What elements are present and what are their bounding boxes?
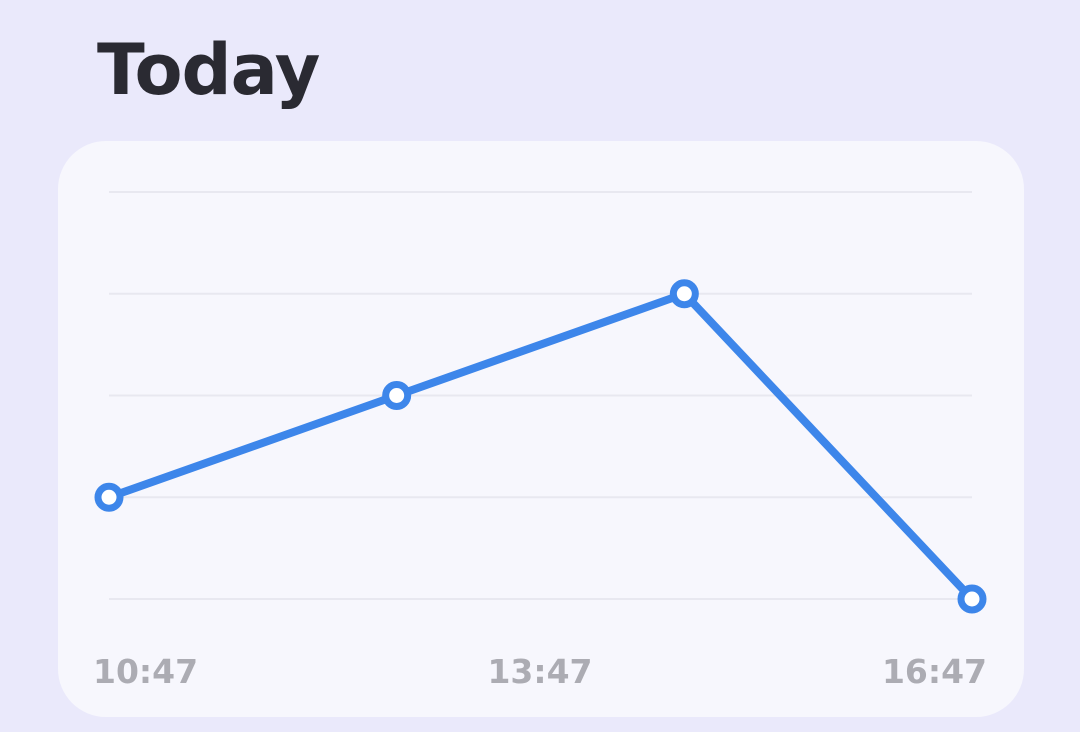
page-title: Today [97, 29, 320, 111]
x-tick-label: 10:47 [93, 652, 198, 691]
x-axis-tick-labels: 10:47 13:47 16:47 [93, 652, 987, 691]
data-point [382, 381, 412, 410]
x-tick-label: 16:47 [882, 652, 987, 691]
data-point [957, 584, 987, 614]
data-point [669, 279, 699, 309]
series-line [105, 289, 976, 603]
x-tick-label: 13:47 [487, 652, 592, 691]
gridlines [109, 191, 972, 600]
chart-card [58, 141, 1024, 717]
data-points [94, 279, 987, 614]
series-line-group [105, 289, 976, 603]
data-point [94, 482, 124, 512]
